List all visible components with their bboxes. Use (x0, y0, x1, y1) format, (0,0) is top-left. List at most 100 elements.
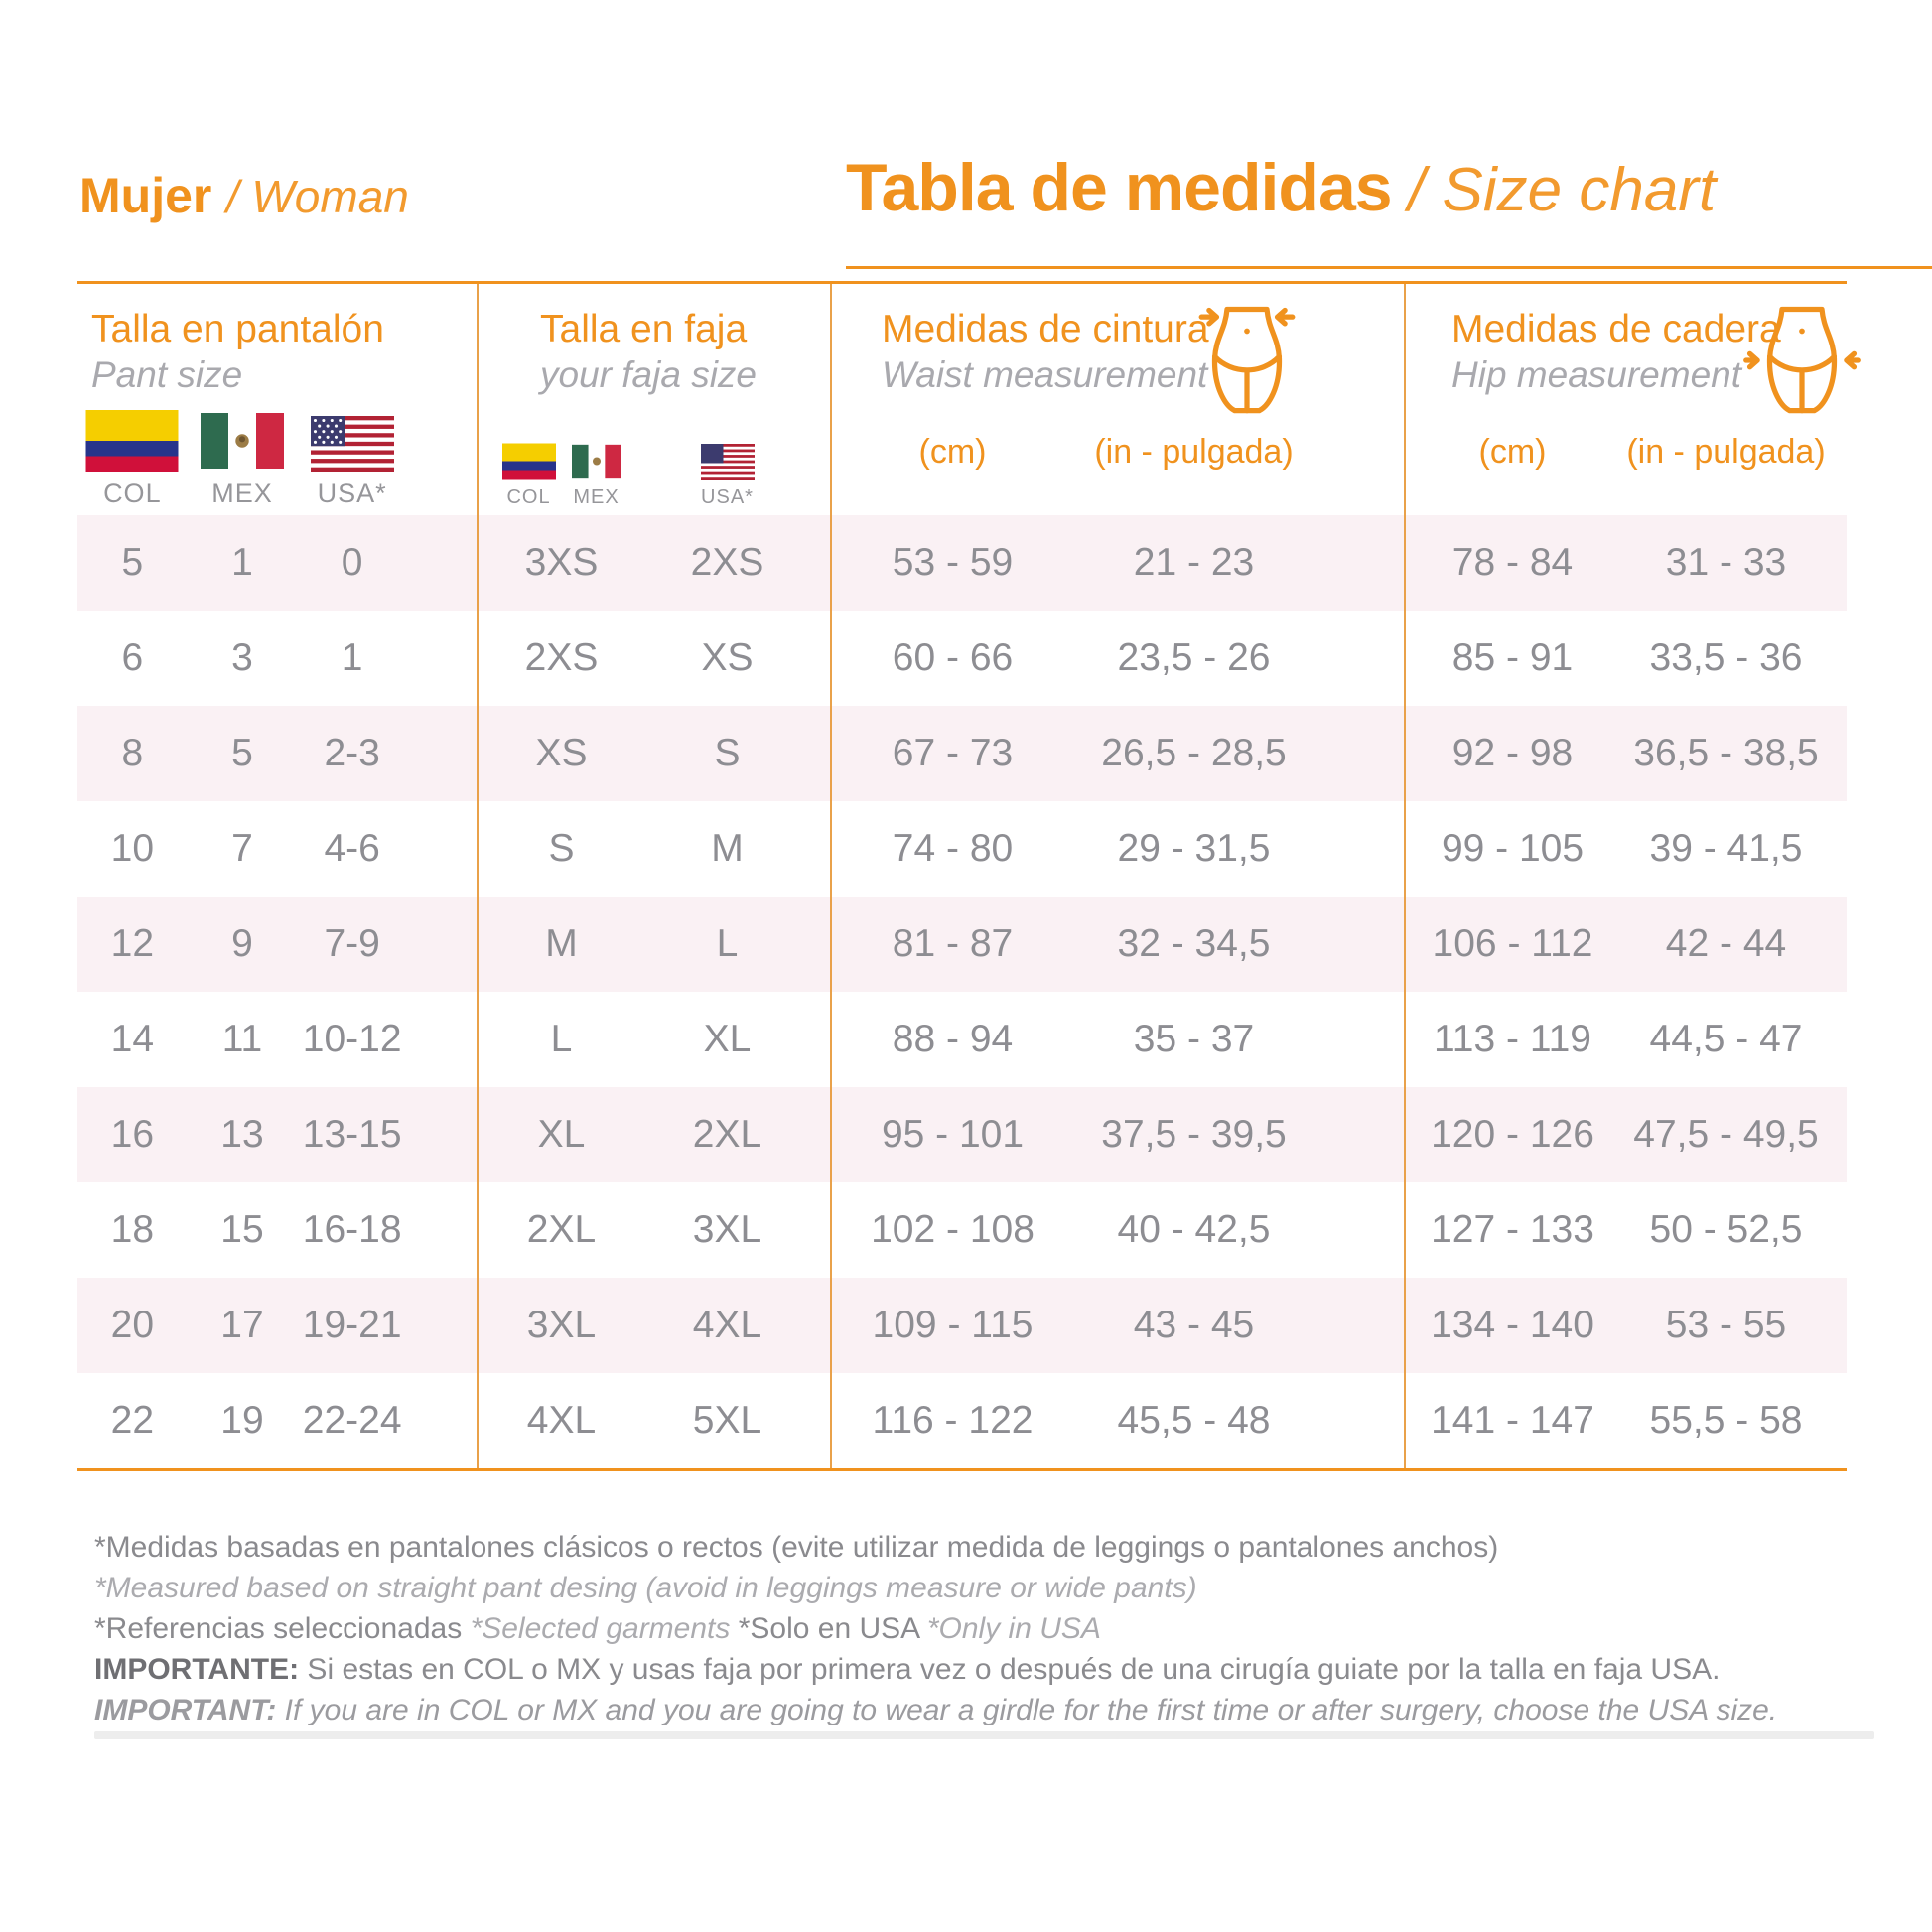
table-row: 116 - 122 45,5 - 48 (832, 1373, 1404, 1468)
hip-in-cell: 53 - 55 (1665, 1304, 1787, 1346)
mexico-flag-icon (200, 413, 284, 469)
footnote-ref-en: *Selected garments (470, 1612, 731, 1645)
hip-rows: 78 - 84 31 - 33 85 - 91 33,5 - 36 92 - 98 36,… (1406, 515, 1847, 1468)
column-group-hip: Medidas de cadera Hip measurement (cm) (… (1404, 284, 1861, 1468)
pant-size-mex-cell: 15 (220, 1208, 264, 1251)
table-row: 92 - 98 36,5 - 38,5 (1406, 706, 1847, 801)
table-row: 8 5 2-3 (77, 706, 477, 801)
faja-size-colmex-cell: 3XL (526, 1304, 597, 1346)
table-row: 53 - 59 21 - 23 (832, 515, 1404, 611)
faja-size-colmex-cell: 3XS (524, 541, 599, 584)
waist-in-cell: 32 - 34,5 (1117, 922, 1271, 965)
faja-flag-row: COL MEX (479, 443, 810, 509)
footnote-important-es: IMPORTANTE: Si estas en COL o MX y usas … (94, 1649, 1872, 1690)
table-row: 74 - 80 29 - 31,5 (832, 801, 1404, 897)
pant-size-col-cell: 22 (110, 1399, 155, 1442)
faja-size-colmex-cell: M (545, 922, 578, 965)
important-en-label: IMPORTANT: (94, 1694, 277, 1726)
hip-title-es: Medidas de cadera (1451, 308, 1781, 350)
pant-size-mex-cell: 3 (231, 636, 253, 679)
hip-in-cell: 31 - 33 (1665, 541, 1787, 584)
table-row: 16 13 13-15 (77, 1087, 477, 1182)
faja-flags-col-mex: COL MEX (501, 443, 621, 509)
title-tabla-de-medidas: Tabla de medidas (846, 150, 1393, 225)
pant-flag-mexico: MEX (200, 410, 284, 509)
waist-measure-icon (1198, 306, 1296, 414)
hip-in-cell: 44,5 - 47 (1649, 1018, 1803, 1060)
mexico-flag-icon (571, 444, 621, 479)
table-row: 109 - 115 43 - 45 (832, 1278, 1404, 1373)
pant-size-col-cell: 12 (110, 922, 155, 965)
pant-size-col-cell: 20 (110, 1304, 155, 1346)
table-row: 134 - 140 53 - 55 (1406, 1278, 1847, 1373)
faja-size-title-es: Talla en faja (540, 308, 748, 350)
faja-size-usa-cell: 3XL (692, 1208, 762, 1251)
hip-cm-cell: 134 - 140 (1431, 1304, 1594, 1346)
faja-size-colmex-cell: S (548, 827, 575, 870)
pant-size-title-es: Talla en pantalón (91, 308, 384, 350)
table-row: 120 - 126 47,5 - 49,5 (1406, 1087, 1847, 1182)
footnote-usa-es: *Solo en USA (738, 1612, 919, 1645)
hip-unit-in: (in - pulgada) (1626, 433, 1826, 471)
footnote-measure-en: *Measured based on straight pant desing … (94, 1572, 1197, 1604)
faja-flag-colombia: COL (501, 443, 556, 509)
table-row: 88 - 94 35 - 37 (832, 992, 1404, 1087)
bottom-divider (94, 1731, 1874, 1739)
waist-cm-cell: 102 - 108 (871, 1208, 1035, 1251)
table-row: 102 - 108 40 - 42,5 (832, 1182, 1404, 1278)
waist-in-cell: 45,5 - 48 (1117, 1399, 1271, 1442)
important-en-text: If you are in COL or MX and you are goin… (276, 1694, 1778, 1726)
table-row: 18 15 16-18 (77, 1182, 477, 1278)
table-row: 14 11 10-12 (77, 992, 477, 1087)
hip-cm-cell: 92 - 98 (1451, 732, 1574, 774)
faja-size-header: Talla en faja your faja size COL (479, 284, 830, 515)
waist-title-en: Waist measurement (882, 354, 1208, 395)
waist-units-row: (cm) (in - pulgada) (832, 433, 1404, 472)
waist-unit-in: (in - pulgada) (1094, 433, 1294, 471)
faja-size-usa-cell: XS (701, 636, 754, 679)
pant-size-usa-cell: 22-24 (302, 1399, 402, 1442)
waist-cm-cell: 88 - 94 (892, 1018, 1014, 1060)
pant-flag-usa: USA* (310, 416, 395, 509)
faja-size-usa-cell: S (714, 732, 741, 774)
faja-size-usa-cell: 2XL (692, 1113, 762, 1156)
table-row: 81 - 87 32 - 34,5 (832, 897, 1404, 992)
faja-flag-label-usa: USA* (701, 486, 754, 508)
table-row: 4XL 5XL (479, 1373, 830, 1468)
pant-size-usa-cell: 7-9 (324, 922, 380, 965)
waist-in-cell: 23,5 - 26 (1117, 636, 1271, 679)
faja-flag-label-col: COL (506, 486, 551, 508)
hip-in-cell: 42 - 44 (1665, 922, 1787, 965)
faja-flag-label-mex: MEX (573, 486, 620, 508)
hip-cm-cell: 141 - 147 (1431, 1399, 1594, 1442)
table-row: 10 7 4-6 (77, 801, 477, 897)
page-subtitle-woman: Mujer / Woman (79, 167, 409, 224)
table-row: 2XL 3XL (479, 1182, 830, 1278)
size-chart-table: Talla en pantalón Pant size COL MEX (77, 281, 1861, 1471)
table-row: L XL (479, 992, 830, 1087)
waist-cm-cell: 109 - 115 (872, 1304, 1034, 1346)
waist-cm-cell: 67 - 73 (892, 732, 1014, 774)
faja-size-colmex-cell: 2XL (526, 1208, 597, 1251)
footnote-usa-en: *Only in USA (926, 1612, 1101, 1645)
footnote-important-en: IMPORTANT: If you are in COL or MX and y… (94, 1690, 1872, 1730)
colombia-flag-icon (85, 410, 179, 472)
pant-size-mex-cell: 5 (231, 732, 253, 774)
pant-size-usa-cell: 4-6 (324, 827, 380, 870)
table-row: 12 9 7-9 (77, 897, 477, 992)
pant-size-mex-cell: 11 (221, 1018, 263, 1060)
column-group-faja-size: Talla en faja your faja size COL (477, 284, 830, 1468)
pant-flag-label-usa: USA* (317, 479, 387, 508)
table-row: 3XS 2XS (479, 515, 830, 611)
table-row: 113 - 119 44,5 - 47 (1406, 992, 1847, 1087)
pant-flag-label-mex: MEX (211, 479, 273, 508)
pant-size-col-cell: 18 (110, 1208, 155, 1251)
pant-size-usa-cell: 16-18 (302, 1208, 402, 1251)
pant-size-mex-cell: 17 (220, 1304, 264, 1346)
pant-size-mex-cell: 7 (231, 827, 253, 870)
colombia-flag-icon (501, 443, 556, 480)
hip-header: Medidas de cadera Hip measurement (cm) (… (1406, 284, 1861, 515)
pant-size-col-cell: 10 (110, 827, 155, 870)
waist-header: Medidas de cintura Waist measurement (cm… (832, 284, 1404, 515)
